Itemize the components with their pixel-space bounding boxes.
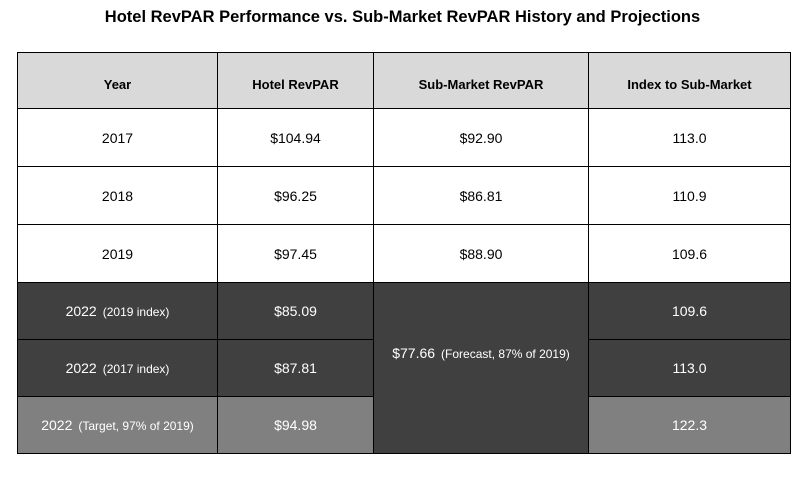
header-sub-market-revpar: Sub-Market RevPAR xyxy=(373,52,589,109)
table-row: 2022 (2019 index) $85.09 $77.66 (Forecast,… xyxy=(17,282,791,454)
year-note: (Target, 97% of 2019) xyxy=(78,419,194,433)
header-index: Index to Sub-Market xyxy=(588,52,791,109)
hotel-revpar-cell: $87.81 xyxy=(217,339,374,397)
year-value: 2022 xyxy=(65,303,97,319)
header-year: Year xyxy=(17,52,218,109)
year-cell: 2022 (Target, 97% of 2019) xyxy=(17,396,218,454)
table-row: 2022 (Target, 97% of 2019) $94.98 122.3 xyxy=(17,396,791,454)
index-cell: 109.6 xyxy=(588,224,791,283)
table-row: 2022 (2017 index) $87.81 113.0 xyxy=(17,339,791,397)
year-cell: 2019 xyxy=(17,224,218,283)
year-cell: 2018 xyxy=(17,166,218,225)
index-cell: 110.9 xyxy=(588,166,791,225)
index-cell: 109.6 xyxy=(588,282,791,340)
year-note: (2019 index) xyxy=(102,305,170,319)
year-cell: 2017 xyxy=(17,108,218,167)
sub-market-revpar-cell: $86.81 xyxy=(373,166,589,225)
header-row: Year Hotel RevPAR Sub-Market RevPAR Inde… xyxy=(17,52,791,109)
header-hotel-revpar: Hotel RevPAR xyxy=(217,52,374,109)
year-value: 2022 xyxy=(41,417,73,433)
index-cell: 122.3 xyxy=(588,396,791,454)
sub-market-revpar-cell: $92.90 xyxy=(373,108,589,167)
revpar-table: Year Hotel RevPAR Sub-Market RevPAR Inde… xyxy=(17,52,791,454)
hotel-revpar-cell: $94.98 xyxy=(217,396,374,454)
table-title: Hotel RevPAR Performance vs. Sub-Market … xyxy=(104,8,701,26)
year-cell: 2022 (2019 index) xyxy=(17,282,218,340)
year-note: (2017 index) xyxy=(102,362,170,376)
index-cell: 113.0 xyxy=(588,108,791,167)
index-cell: 113.0 xyxy=(588,339,791,397)
forecast-value: $77.66 xyxy=(392,345,436,361)
hotel-revpar-cell: $85.09 xyxy=(217,282,374,340)
hotel-revpar-cell: $104.94 xyxy=(217,108,374,167)
forecast-note: (Forecast, 87% of 2019) xyxy=(441,347,570,361)
year-cell: 2022 (2017 index) xyxy=(17,339,218,397)
hotel-revpar-cell: $96.25 xyxy=(217,166,374,225)
table-row: 2018 $96.25 $86.81 110.9 xyxy=(17,166,791,225)
hotel-revpar-cell: $97.45 xyxy=(217,224,374,283)
forecast-cell: $77.66 (Forecast, 87% of 2019) xyxy=(373,282,589,454)
table-row: 2019 $97.45 $88.90 109.6 xyxy=(17,224,791,283)
table-row: 2017 $104.94 $92.90 113.0 xyxy=(17,108,791,167)
year-value: 2022 xyxy=(65,360,97,376)
sub-market-revpar-cell: $88.90 xyxy=(373,224,589,283)
